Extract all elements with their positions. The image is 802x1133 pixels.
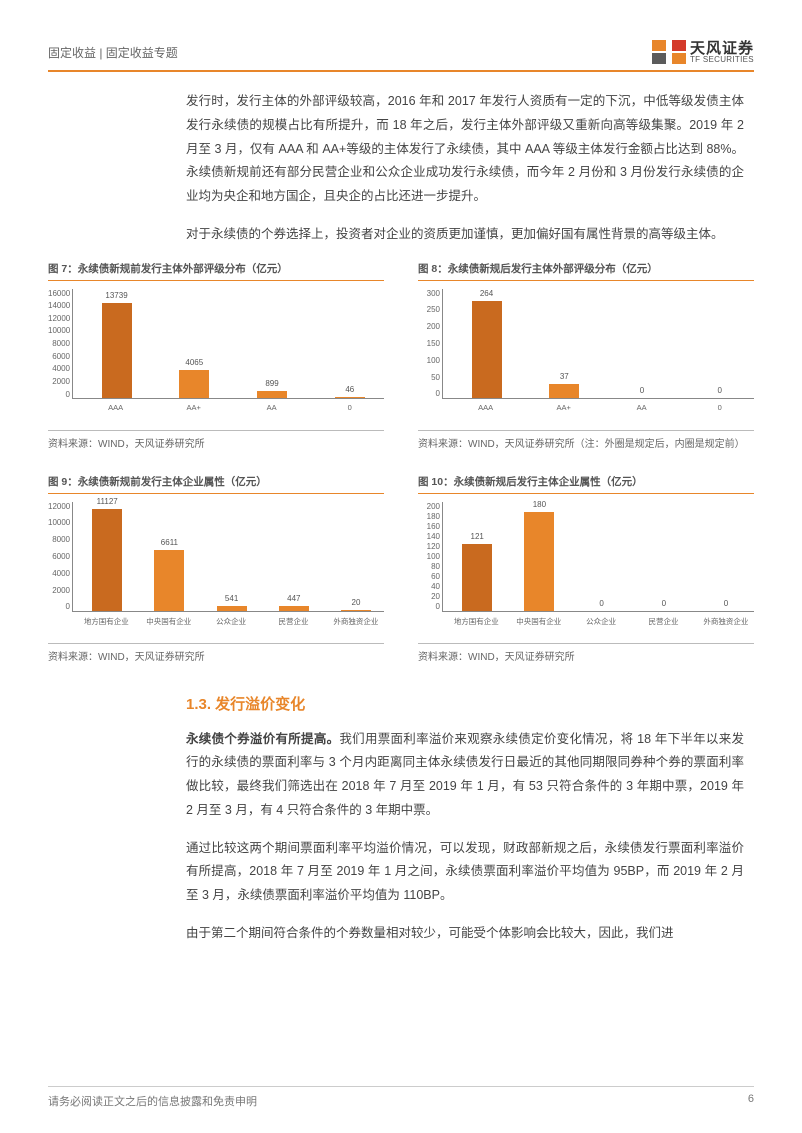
chart-7-area: 0200040006000800010000120001400016000137… xyxy=(72,289,384,424)
chart-8-area: 0501001502002503002643700AAAAA+AA0 xyxy=(442,289,754,424)
page-footer: 请务必阅读正文之后的信息披露和免责申明 6 xyxy=(48,1086,754,1109)
section-heading-1-3: 1.3. 发行溢价变化 xyxy=(186,693,754,714)
logo-text-cn: 天风证券 xyxy=(690,41,754,56)
chart-9-title: 图 9：永续债新规前发行主体企业属性（亿元） xyxy=(48,474,384,494)
chart-10-title: 图 10：永续债新规后发行主体企业属性（亿元） xyxy=(418,474,754,494)
chart-8-title: 图 8：永续债新规后发行主体外部评级分布（亿元） xyxy=(418,261,754,281)
paragraph-1: 发行时，发行主体的外部评级较高，2016 年和 2017 年发行人资质有一定的下… xyxy=(186,90,744,209)
chart-8-source: 资料来源：WIND，天风证券研究所（注：外圈是规定后，内圈是规定前） xyxy=(418,430,754,450)
logo-text-en: TF SECURITIES xyxy=(690,56,754,64)
chart-8-block: 图 8：永续债新规后发行主体外部评级分布（亿元） 050100150200250… xyxy=(418,261,754,450)
paragraph-5: 由于第二个期间符合条件的个券数量相对较少，可能受个体影响会比较大，因此，我们进 xyxy=(186,922,744,946)
brand-logo: 天风证券 TF SECURITIES xyxy=(652,40,754,64)
charts-row-2: 图 9：永续债新规前发行主体企业属性（亿元） 02000400060008000… xyxy=(48,474,754,663)
page-header: 固定收益 | 固定收益专题 天风证券 TF SECURITIES xyxy=(48,40,754,72)
paragraph-3-bold: 永续债个券溢价有所提高。 xyxy=(186,732,339,746)
chart-7-block: 图 7：永续债新规前发行主体外部评级分布（亿元） 020004000600080… xyxy=(48,261,384,450)
chart-9-block: 图 9：永续债新规前发行主体企业属性（亿元） 02000400060008000… xyxy=(48,474,384,663)
footer-disclaimer: 请务必阅读正文之后的信息披露和免责申明 xyxy=(48,1093,257,1109)
paragraph-4: 通过比较这两个期间票面利率平均溢价情况，可以发现，财政部新规之后，永续债发行票面… xyxy=(186,837,744,908)
chart-7-source: 资料来源：WIND，天风证券研究所 xyxy=(48,430,384,450)
chart-10-source: 资料来源：WIND，天风证券研究所 xyxy=(418,643,754,663)
footer-page-number: 6 xyxy=(748,1093,754,1109)
chart-10-block: 图 10：永续债新规后发行主体企业属性（亿元） 0204060801001201… xyxy=(418,474,754,663)
chart-10-area: 020406080100120140160180200121180000地方国有… xyxy=(442,502,754,637)
logo-icon xyxy=(652,40,686,64)
header-category: 固定收益 | 固定收益专题 xyxy=(48,44,178,61)
paragraph-3: 永续债个券溢价有所提高。我们用票面利率溢价来观察永续债定价变化情况，将 18 年… xyxy=(186,728,744,823)
chart-9-area: 0200040006000800010000120001112766115414… xyxy=(72,502,384,637)
chart-9-source: 资料来源：WIND，天风证券研究所 xyxy=(48,643,384,663)
charts-row-1: 图 7：永续债新规前发行主体外部评级分布（亿元） 020004000600080… xyxy=(48,261,754,450)
chart-7-title: 图 7：永续债新规前发行主体外部评级分布（亿元） xyxy=(48,261,384,281)
paragraph-2: 对于永续债的个券选择上，投资者对企业的资质更加谨慎，更加偏好国有属性背景的高等级… xyxy=(186,223,744,247)
